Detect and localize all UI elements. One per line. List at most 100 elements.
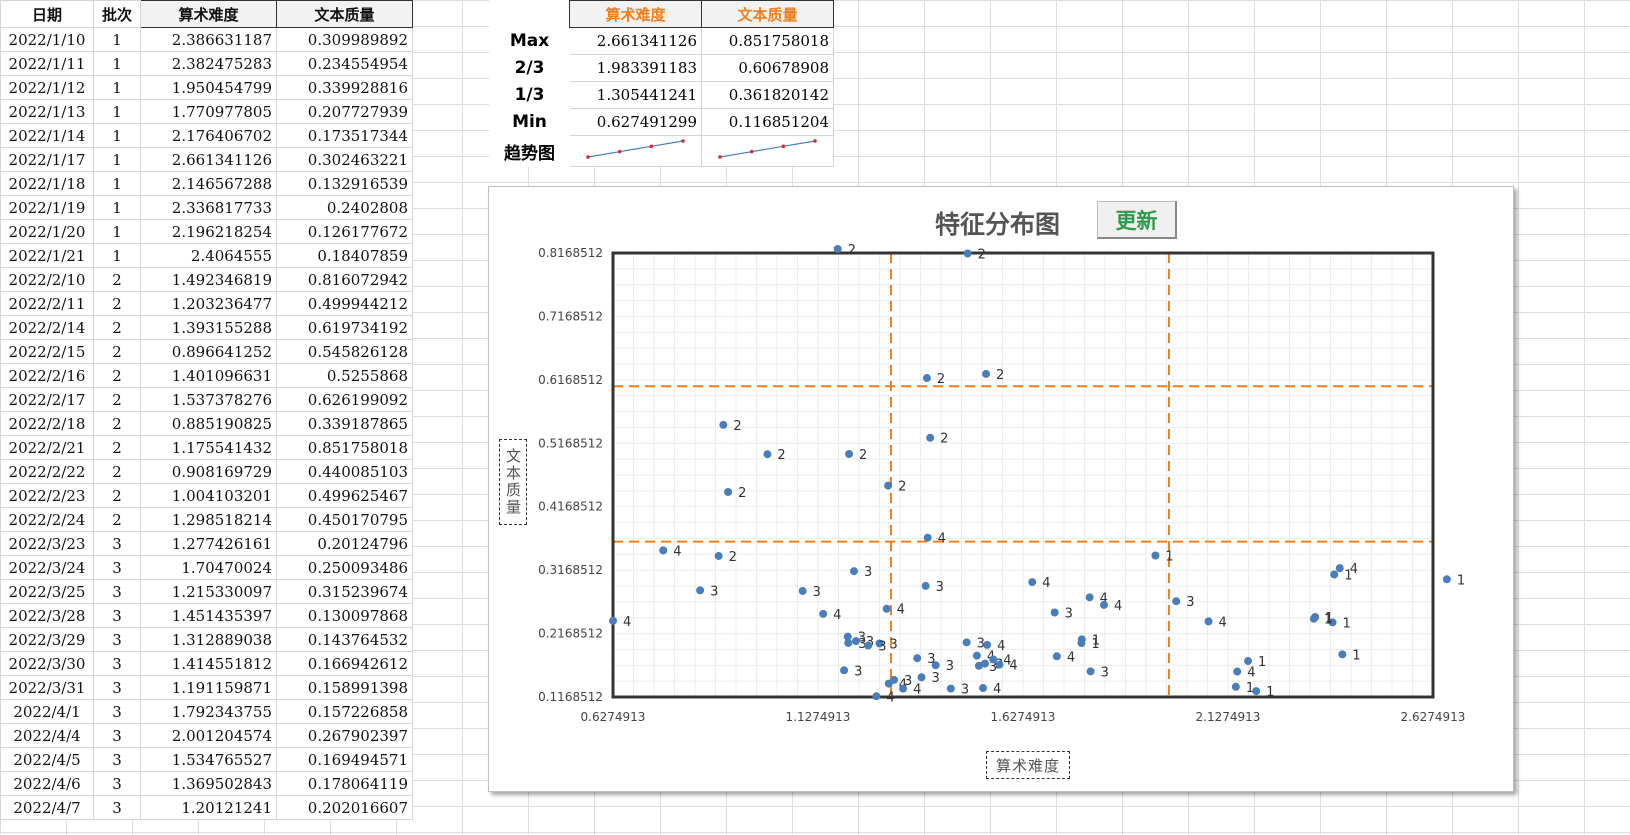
cell-text-quality[interactable]: 0.339187865 xyxy=(276,411,413,436)
stats-row-label[interactable]: Max xyxy=(489,27,570,55)
cell-arith-difficulty[interactable]: 2.336817733 xyxy=(140,195,277,220)
stats-value-quality[interactable]: 0.60678908 xyxy=(701,54,834,82)
cell-date[interactable]: 2022/4/1 xyxy=(0,699,94,724)
cell-text-quality[interactable]: 0.499625467 xyxy=(276,483,413,508)
cell-date[interactable]: 2022/4/5 xyxy=(0,747,94,772)
cell-text-quality[interactable]: 0.851758018 xyxy=(276,435,413,460)
cell-batch[interactable]: 2 xyxy=(93,315,141,340)
cell-arith-difficulty[interactable]: 2.4064555 xyxy=(140,243,277,268)
cell-arith-difficulty[interactable]: 2.382475283 xyxy=(140,51,277,76)
cell-text-quality[interactable]: 0.250093486 xyxy=(276,555,413,580)
cell-text-quality[interactable]: 0.130097868 xyxy=(276,603,413,628)
cell-arith-difficulty[interactable]: 1.277426161 xyxy=(140,531,277,556)
cell-date[interactable]: 2022/2/23 xyxy=(0,483,94,508)
stats-value-quality[interactable]: 0.851758018 xyxy=(701,27,834,55)
stats-row-label[interactable]: 1/3 xyxy=(489,81,570,109)
cell-text-quality[interactable]: 0.234554954 xyxy=(276,51,413,76)
cell-batch[interactable]: 2 xyxy=(93,411,141,436)
cell-date[interactable]: 2022/1/17 xyxy=(0,147,94,172)
feature-distribution-chart[interactable]: 0.6274913 1.1274913 1.6274913 2.1274913 2.62… xyxy=(488,186,1514,792)
cell-text-quality[interactable]: 0.166942612 xyxy=(276,651,413,676)
cell-text-quality[interactable]: 0.450170795 xyxy=(276,507,413,532)
cell-arith-difficulty[interactable]: 0.908169729 xyxy=(140,459,277,484)
cell-date[interactable]: 2022/1/20 xyxy=(0,219,94,244)
update-button[interactable]: 更新 xyxy=(1097,201,1177,239)
cell-text-quality[interactable]: 0.20124796 xyxy=(276,531,413,556)
cell-date[interactable]: 2022/3/23 xyxy=(0,531,94,556)
cell-text-quality[interactable]: 0.169494571 xyxy=(276,747,413,772)
stats-row-label[interactable]: 2/3 xyxy=(489,54,570,82)
stats-value-quality[interactable]: 0.116851204 xyxy=(701,108,834,136)
cell-date[interactable]: 2022/3/30 xyxy=(0,651,94,676)
cell-batch[interactable]: 3 xyxy=(93,771,141,796)
cell-arith-difficulty[interactable]: 1.770977805 xyxy=(140,99,277,124)
cell-batch[interactable]: 2 xyxy=(93,339,141,364)
cell-text-quality[interactable]: 0.173517344 xyxy=(276,123,413,148)
cell-date[interactable]: 2022/1/13 xyxy=(0,99,94,124)
cell-date[interactable]: 2022/4/7 xyxy=(0,795,94,820)
cell-batch[interactable]: 1 xyxy=(93,99,141,124)
cell-date[interactable]: 2022/2/11 xyxy=(0,291,94,316)
cell-arith-difficulty[interactable]: 1.298518214 xyxy=(140,507,277,532)
cell-arith-difficulty[interactable]: 1.20121241 xyxy=(140,795,277,820)
cell-date[interactable]: 2022/3/29 xyxy=(0,627,94,652)
cell-text-quality[interactable]: 0.202016607 xyxy=(276,795,413,820)
cell-date[interactable]: 2022/2/17 xyxy=(0,387,94,412)
cell-batch[interactable]: 1 xyxy=(93,195,141,220)
cell-batch[interactable]: 2 xyxy=(93,507,141,532)
cell-text-quality[interactable]: 0.126177672 xyxy=(276,219,413,244)
cell-batch[interactable]: 1 xyxy=(93,219,141,244)
cell-date[interactable]: 2022/2/22 xyxy=(0,459,94,484)
cell-text-quality[interactable]: 0.440085103 xyxy=(276,459,413,484)
cell-text-quality[interactable]: 0.5255868 xyxy=(276,363,413,388)
cell-batch[interactable]: 3 xyxy=(93,675,141,700)
cell-batch[interactable]: 1 xyxy=(93,123,141,148)
cell-text-quality[interactable]: 0.132916539 xyxy=(276,171,413,196)
cell-text-quality[interactable]: 0.309989892 xyxy=(276,27,413,52)
cell-date[interactable]: 2022/3/28 xyxy=(0,603,94,628)
cell-date[interactable]: 2022/2/15 xyxy=(0,339,94,364)
cell-batch[interactable]: 3 xyxy=(93,747,141,772)
cell-arith-difficulty[interactable]: 1.203236477 xyxy=(140,291,277,316)
cell-date[interactable]: 2022/3/31 xyxy=(0,675,94,700)
cell-arith-difficulty[interactable]: 1.175541432 xyxy=(140,435,277,460)
cell-batch[interactable]: 3 xyxy=(93,651,141,676)
cell-batch[interactable]: 3 xyxy=(93,723,141,748)
cell-text-quality[interactable]: 0.339928816 xyxy=(276,75,413,100)
cell-text-quality[interactable]: 0.18407859 xyxy=(276,243,413,268)
cell-batch[interactable]: 3 xyxy=(93,531,141,556)
cell-arith-difficulty[interactable]: 1.792343755 xyxy=(140,699,277,724)
cell-arith-difficulty[interactable]: 2.146567288 xyxy=(140,171,277,196)
cell-arith-difficulty[interactable]: 1.537378276 xyxy=(140,387,277,412)
cell-arith-difficulty[interactable]: 1.004103201 xyxy=(140,483,277,508)
cell-arith-difficulty[interactable]: 1.393155288 xyxy=(140,315,277,340)
cell-batch[interactable]: 2 xyxy=(93,483,141,508)
cell-text-quality[interactable]: 0.816072942 xyxy=(276,267,413,292)
cell-arith-difficulty[interactable]: 2.176406702 xyxy=(140,123,277,148)
cell-text-quality[interactable]: 0.545826128 xyxy=(276,339,413,364)
cell-text-quality[interactable]: 0.178064119 xyxy=(276,771,413,796)
cell-date[interactable]: 2022/2/21 xyxy=(0,435,94,460)
cell-arith-difficulty[interactable]: 1.215330097 xyxy=(140,579,277,604)
cell-arith-difficulty[interactable]: 1.191159871 xyxy=(140,675,277,700)
stats-value-arith[interactable]: 0.627491299 xyxy=(569,108,702,136)
cell-arith-difficulty[interactable]: 1.950454799 xyxy=(140,75,277,100)
cell-date[interactable]: 2022/1/14 xyxy=(0,123,94,148)
cell-batch[interactable]: 1 xyxy=(93,171,141,196)
cell-batch[interactable]: 3 xyxy=(93,603,141,628)
cell-date[interactable]: 2022/1/10 xyxy=(0,27,94,52)
cell-text-quality[interactable]: 0.267902397 xyxy=(276,723,413,748)
cell-batch[interactable]: 1 xyxy=(93,51,141,76)
stats-value-quality[interactable]: 0.361820142 xyxy=(701,81,834,109)
cell-arith-difficulty[interactable]: 1.492346819 xyxy=(140,267,277,292)
cell-batch[interactable]: 2 xyxy=(93,267,141,292)
cell-text-quality[interactable]: 0.302463221 xyxy=(276,147,413,172)
header-batch[interactable]: 批次 xyxy=(93,0,141,28)
stats-value-arith[interactable]: 2.661341126 xyxy=(569,27,702,55)
stats-row-label[interactable]: Min xyxy=(489,108,570,136)
cell-batch[interactable]: 1 xyxy=(93,243,141,268)
cell-arith-difficulty[interactable]: 1.414551812 xyxy=(140,651,277,676)
cell-arith-difficulty[interactable]: 2.661341126 xyxy=(140,147,277,172)
cell-date[interactable]: 2022/3/25 xyxy=(0,579,94,604)
cell-arith-difficulty[interactable]: 1.70470024 xyxy=(140,555,277,580)
